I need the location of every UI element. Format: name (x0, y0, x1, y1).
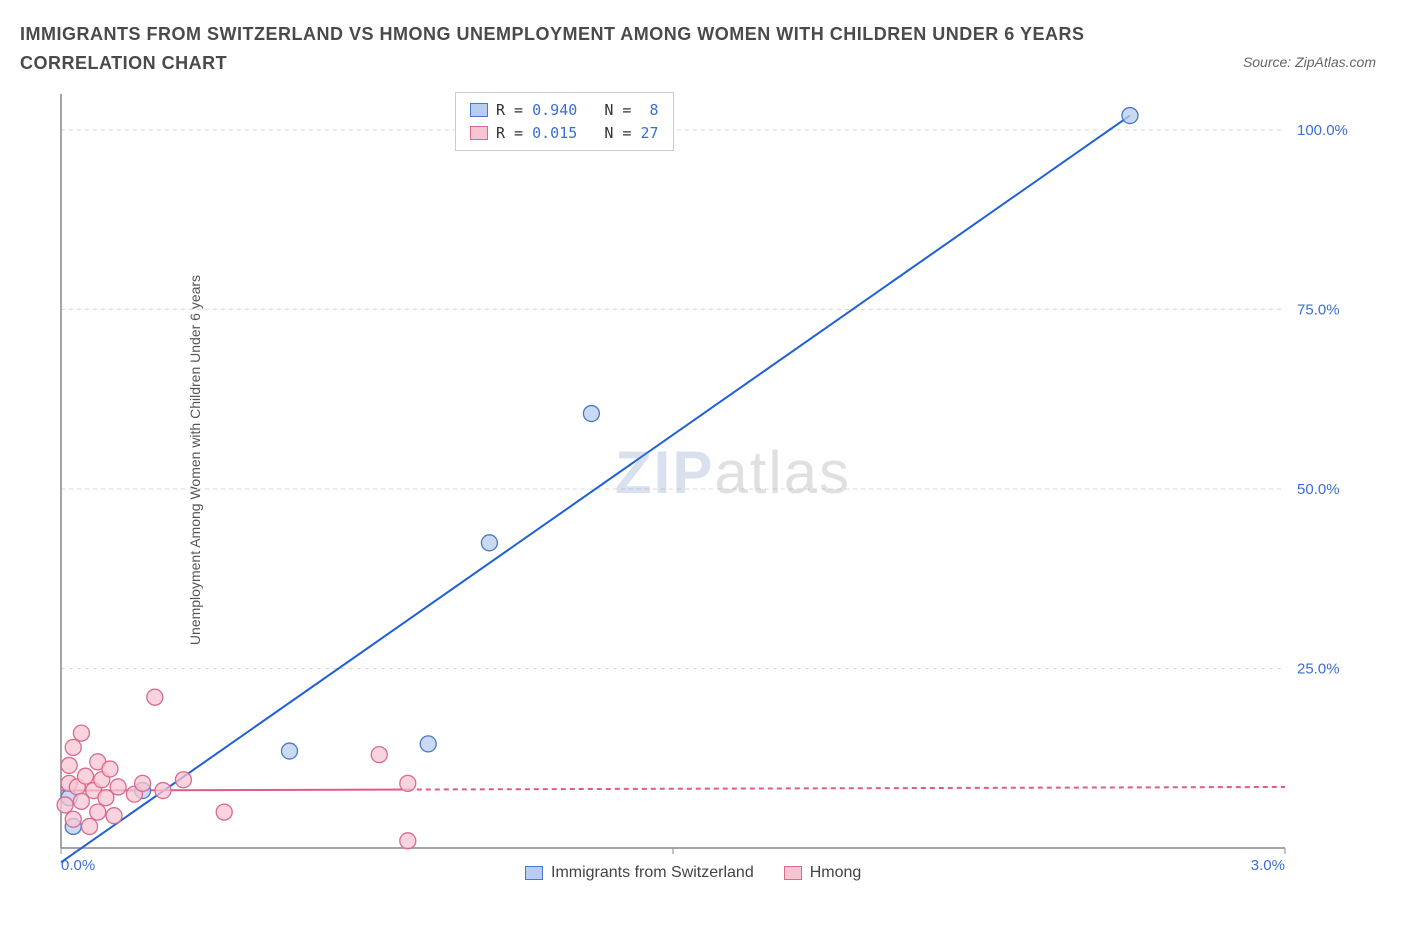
chart-plot-area: 25.0%50.0%75.0%100.0%0.0%3.0% R = 0.940 … (55, 88, 1355, 878)
legend-swatch (784, 866, 802, 880)
svg-text:50.0%: 50.0% (1297, 481, 1340, 498)
legend-stat-row: R = 0.015 N = 27 (470, 122, 659, 145)
legend-series-item: Hmong (784, 864, 862, 882)
legend-stat-row: R = 0.940 N = 8 (470, 99, 659, 122)
svg-text:25.0%: 25.0% (1297, 660, 1340, 677)
correlation-legend: R = 0.940 N = 8R = 0.015 N = 27 (455, 92, 674, 151)
legend-series-item: Immigrants from Switzerland (525, 864, 754, 882)
legend-swatch (470, 103, 488, 117)
watermark: ZIPatlas (615, 438, 851, 507)
legend-swatch (525, 866, 543, 880)
svg-text:75.0%: 75.0% (1297, 301, 1340, 318)
legend-stat-text: R = 0.015 N = 27 (496, 122, 659, 145)
legend-series-label: Hmong (810, 864, 862, 882)
svg-text:3.0%: 3.0% (1251, 857, 1285, 874)
watermark-zip: ZIP (615, 439, 714, 506)
source-attribution: Source: ZipAtlas.com (1243, 54, 1376, 70)
legend-swatch (470, 126, 488, 140)
chart-title: IMMIGRANTS FROM SWITZERLAND VS HMONG UNE… (20, 20, 1120, 78)
legend-stat-text: R = 0.940 N = 8 (496, 99, 659, 122)
legend-series-label: Immigrants from Switzerland (551, 864, 754, 882)
svg-text:100.0%: 100.0% (1297, 122, 1348, 139)
series-legend: Immigrants from Switzerland Hmong (525, 864, 861, 882)
watermark-atlas: atlas (714, 439, 851, 506)
